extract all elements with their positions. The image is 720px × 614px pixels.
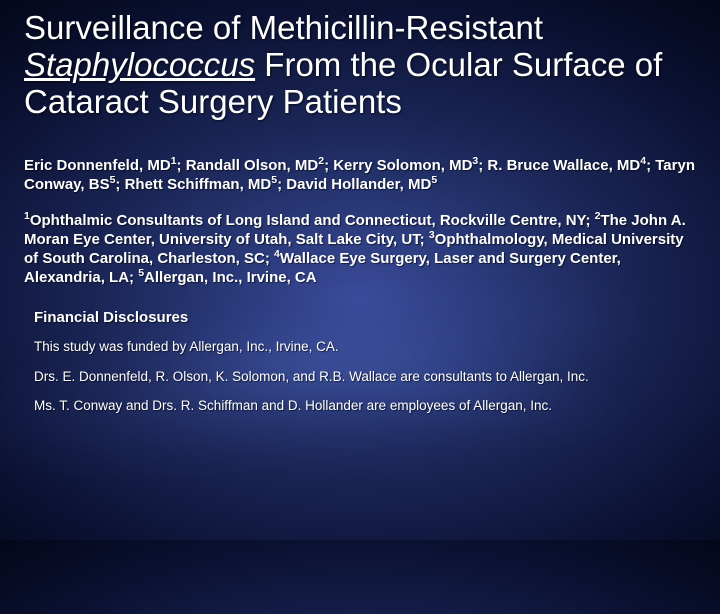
disclosure-line: This study was funded by Allergan, Inc.,…: [34, 338, 696, 356]
affiliations-block: 1Ophthalmic Consultants of Long Island a…: [24, 212, 696, 287]
title-part-1: Surveillance of Methicillin-Resistant: [24, 9, 543, 46]
slide-title: Surveillance of Methicillin-Resistant St…: [24, 10, 696, 121]
disclosure-line: Drs. E. Donnenfeld, R. Olson, K. Solomon…: [34, 368, 696, 386]
disclosures-block: Financial Disclosures This study was fun…: [24, 309, 696, 415]
disclosures-heading: Financial Disclosures: [34, 309, 696, 326]
authors-block: Eric Donnenfeld, MD1; Randall Olson, MD2…: [24, 157, 696, 195]
disclosure-line: Ms. T. Conway and Drs. R. Schiffman and …: [34, 397, 696, 415]
slide-container: Surveillance of Methicillin-Resistant St…: [0, 0, 720, 540]
title-italic-term: Staphylococcus: [24, 46, 255, 83]
